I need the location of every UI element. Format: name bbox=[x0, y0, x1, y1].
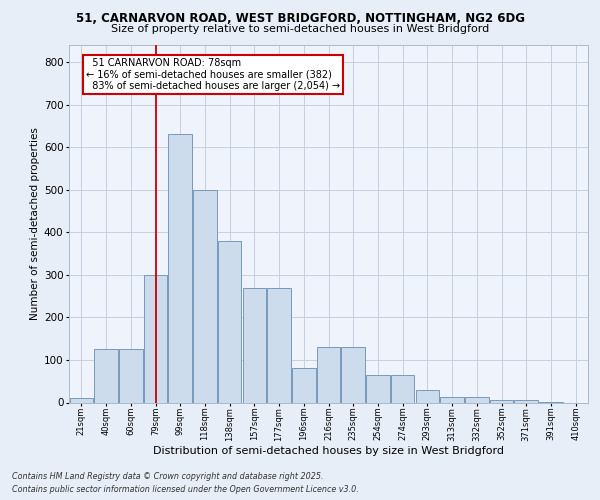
Text: Size of property relative to semi-detached houses in West Bridgford: Size of property relative to semi-detach… bbox=[111, 24, 489, 34]
Bar bbox=[242, 288, 266, 403]
Bar bbox=[70, 398, 93, 402]
Bar bbox=[218, 241, 241, 402]
Bar bbox=[391, 375, 415, 402]
Text: 51 CARNARVON ROAD: 78sqm
← 16% of semi-detached houses are smaller (382)
  83% o: 51 CARNARVON ROAD: 78sqm ← 16% of semi-d… bbox=[86, 58, 340, 91]
Bar bbox=[317, 347, 340, 403]
X-axis label: Distribution of semi-detached houses by size in West Bridgford: Distribution of semi-detached houses by … bbox=[153, 446, 504, 456]
Bar bbox=[268, 288, 291, 403]
Bar bbox=[169, 134, 192, 402]
Bar bbox=[465, 398, 488, 402]
Text: Contains public sector information licensed under the Open Government Licence v3: Contains public sector information licen… bbox=[12, 485, 359, 494]
Bar bbox=[119, 350, 143, 403]
Bar bbox=[292, 368, 316, 402]
Bar bbox=[341, 347, 365, 403]
Bar bbox=[416, 390, 439, 402]
Text: Contains HM Land Registry data © Crown copyright and database right 2025.: Contains HM Land Registry data © Crown c… bbox=[12, 472, 323, 481]
Bar bbox=[94, 350, 118, 403]
Bar bbox=[440, 398, 464, 402]
Bar bbox=[490, 400, 513, 402]
Bar bbox=[514, 400, 538, 402]
Y-axis label: Number of semi-detached properties: Number of semi-detached properties bbox=[29, 128, 40, 320]
Text: 51, CARNARVON ROAD, WEST BRIDGFORD, NOTTINGHAM, NG2 6DG: 51, CARNARVON ROAD, WEST BRIDGFORD, NOTT… bbox=[76, 12, 524, 26]
Bar bbox=[144, 275, 167, 402]
Bar bbox=[366, 375, 389, 402]
Bar bbox=[193, 190, 217, 402]
